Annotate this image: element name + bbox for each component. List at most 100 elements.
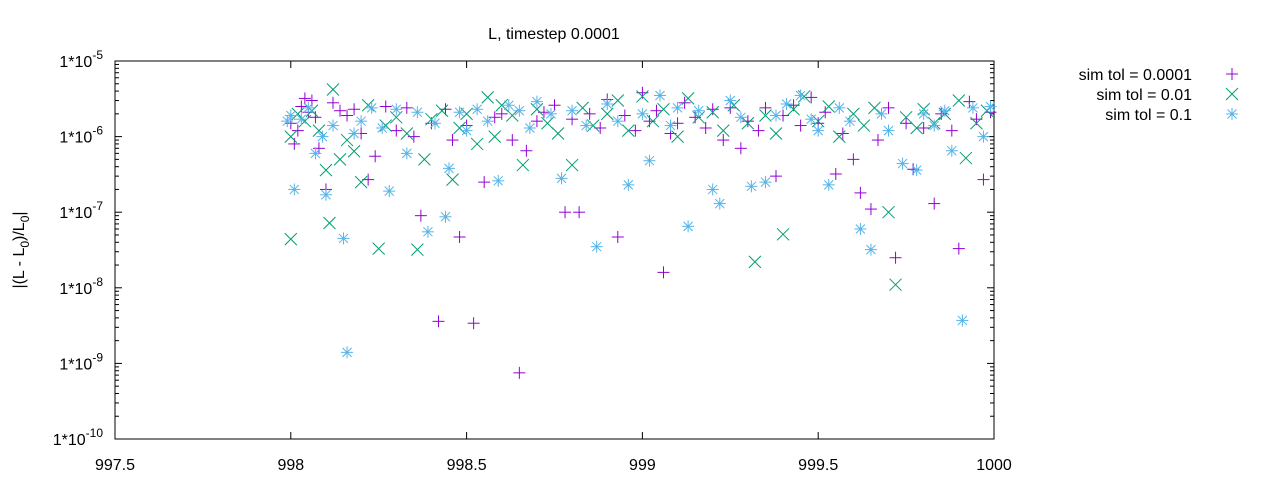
- data-point: [741, 115, 754, 128]
- data-point: [706, 183, 719, 196]
- data-point: [759, 101, 772, 114]
- data-point: [439, 210, 452, 223]
- data-point: [699, 121, 712, 134]
- data-point: [811, 114, 825, 128]
- data-point: [822, 100, 836, 113]
- data-point: [945, 124, 958, 137]
- data-point: [383, 185, 396, 198]
- data-point: [418, 153, 431, 166]
- data-point: [439, 103, 452, 116]
- data-point: [302, 101, 315, 114]
- legend-entry: sim tol = 0.1: [1105, 107, 1238, 124]
- data-point: [621, 124, 635, 137]
- data-point: [334, 104, 347, 117]
- data-point: [966, 101, 979, 114]
- x-tick-label: 999.5: [798, 457, 838, 474]
- data-point: [857, 119, 871, 132]
- y-tick: 1*10-8: [59, 275, 994, 298]
- data-point: [832, 130, 846, 143]
- data-point: [706, 105, 720, 119]
- data-point: [952, 242, 965, 255]
- data-point: [354, 175, 368, 189]
- data-point: [618, 109, 631, 122]
- data-point: [365, 101, 378, 114]
- data-point: [671, 130, 684, 143]
- data-point: [566, 104, 579, 117]
- data-point: [945, 144, 958, 157]
- data-point: [882, 205, 895, 219]
- data-point: [611, 94, 625, 107]
- data-point: [333, 153, 347, 166]
- data-point: [899, 110, 913, 124]
- data-point: [446, 134, 459, 147]
- data-point: [938, 104, 951, 117]
- data-point: [889, 251, 902, 264]
- legend-label: sim tol = 0.1: [1105, 107, 1192, 124]
- data-point: [910, 164, 923, 177]
- data-point: [513, 104, 526, 117]
- data-point: [488, 111, 501, 124]
- data-point: [453, 121, 466, 135]
- data-point: [414, 209, 427, 222]
- x-tick: 999: [629, 61, 656, 474]
- data-point: [495, 107, 508, 120]
- data-point: [752, 124, 765, 137]
- data-point: [492, 174, 505, 187]
- data-point: [376, 121, 389, 134]
- data-point: [481, 115, 494, 128]
- data-point: [657, 266, 670, 279]
- data-point: [854, 222, 867, 235]
- data-point: [787, 102, 800, 116]
- data-point: [312, 124, 326, 137]
- data-point: [692, 110, 706, 124]
- data-point: [805, 113, 818, 126]
- data-point: [910, 121, 924, 135]
- x-tick: 997.5: [95, 61, 135, 474]
- data-point: [428, 117, 441, 130]
- data-point: [337, 232, 350, 245]
- legend: sim tol = 0.0001 sim tol = 0.01 sim tol = …: [1079, 67, 1239, 124]
- data-point: [576, 101, 589, 115]
- data-point: [478, 176, 491, 189]
- y-tick-label: 1*10-9: [59, 350, 103, 373]
- x-tick-label: 999: [629, 457, 656, 474]
- data-point: [446, 173, 459, 186]
- data-point: [355, 115, 368, 128]
- y-tick: 1*10-10: [53, 426, 994, 449]
- data-point: [326, 119, 339, 132]
- data-point: [548, 99, 561, 112]
- data-point: [291, 124, 304, 137]
- data-point: [882, 101, 895, 114]
- data-point: [745, 180, 758, 193]
- data-point: [928, 197, 941, 210]
- legend-entry: sim tol = 0.0001: [1079, 67, 1238, 84]
- data-point: [622, 178, 635, 191]
- x-tick-label: 997.5: [95, 457, 135, 474]
- data-point: [551, 127, 565, 140]
- data-point: [970, 116, 983, 130]
- x-tick-label: 998: [277, 457, 304, 474]
- data-point: [505, 109, 519, 122]
- data-point: [794, 89, 807, 102]
- data-point: [453, 230, 466, 243]
- data-point: [309, 111, 322, 124]
- data-point: [653, 89, 666, 102]
- y-tick-label: 1*10-5: [59, 48, 103, 71]
- data-point: [871, 134, 884, 147]
- legend-entry: sim tol = 0.01: [1096, 87, 1239, 104]
- data-point: [671, 117, 684, 130]
- y-tick: 1*10-7: [59, 199, 994, 222]
- data-point: [379, 100, 392, 113]
- data-point: [657, 102, 670, 116]
- data-point: [769, 127, 783, 140]
- data-point: [646, 114, 660, 128]
- data-point: [759, 109, 772, 122]
- data-point: [854, 186, 867, 199]
- data-point: [506, 134, 519, 147]
- data-point: [843, 115, 856, 128]
- data-point: [864, 243, 877, 256]
- x-tick-label: 1000: [976, 457, 1012, 474]
- data-point: [977, 173, 990, 186]
- data-point: [664, 119, 677, 132]
